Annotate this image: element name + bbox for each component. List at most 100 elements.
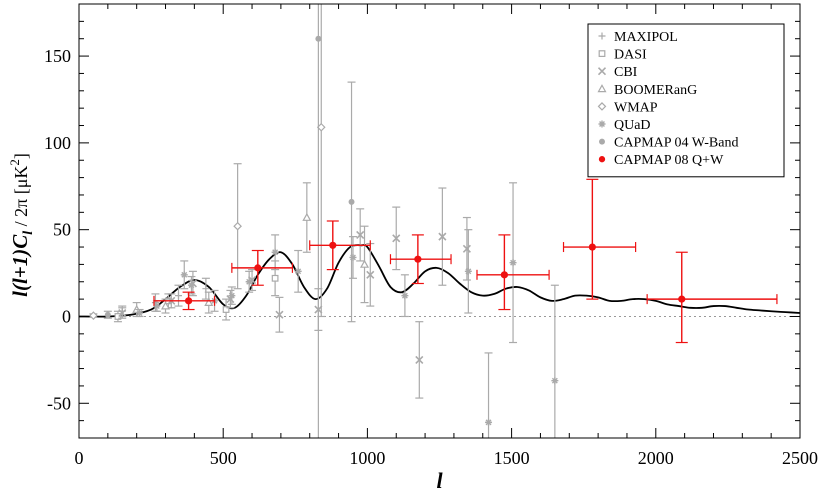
y-axis-label-sub: l bbox=[21, 231, 36, 235]
marker bbox=[485, 418, 493, 426]
ticks-layer: 0 500 1000 1500 2000 2500 -50 0 50 100 150 bbox=[44, 4, 818, 468]
legend: MAXIPOL DASI CBI BOOMERanG WMAP QUaD CAPMAP 04… bbox=[587, 23, 785, 178]
data-point-capmap-04-w-band bbox=[347, 81, 356, 323]
data-point-wmap bbox=[89, 311, 98, 320]
marker bbox=[114, 313, 122, 320]
marker bbox=[500, 271, 508, 279]
marker bbox=[174, 292, 182, 300]
marker bbox=[509, 259, 517, 267]
legend-marker bbox=[598, 32, 606, 40]
data-point-boomerang bbox=[204, 291, 214, 314]
y-tick-label: 50 bbox=[53, 220, 71, 240]
marker bbox=[392, 234, 401, 243]
marker bbox=[359, 259, 370, 268]
legend-label: QUaD bbox=[614, 118, 651, 133]
marker bbox=[329, 241, 337, 249]
marker bbox=[275, 310, 284, 319]
marker bbox=[349, 253, 357, 261]
marker bbox=[184, 297, 193, 305]
marker bbox=[464, 267, 472, 275]
marker bbox=[438, 232, 447, 241]
legend-entry: CAPMAP 04 W-Band bbox=[599, 136, 738, 151]
data-point-capmap-08-q-w bbox=[476, 234, 550, 311]
data-point-capmap-08-q-w bbox=[646, 251, 778, 344]
legend-label: CAPMAP 04 W-Band bbox=[614, 136, 738, 151]
marker bbox=[118, 308, 127, 318]
data-points-layer bbox=[89, 4, 778, 438]
marker bbox=[348, 198, 355, 205]
marker bbox=[366, 270, 375, 279]
data-point-boomerang bbox=[161, 298, 171, 314]
y-axis-label-sup: 2 bbox=[7, 159, 22, 166]
marker bbox=[315, 35, 322, 42]
legend-marker bbox=[597, 67, 607, 76]
marker bbox=[245, 278, 253, 286]
data-point-quad bbox=[271, 234, 280, 271]
x-tick-label: 0 bbox=[75, 448, 84, 468]
data-point-capmap-04-w-band bbox=[315, 4, 322, 438]
data-point-capmap-08-q-w bbox=[231, 249, 294, 286]
marker bbox=[414, 255, 422, 263]
data-point-quad bbox=[245, 270, 254, 293]
marker bbox=[187, 281, 195, 289]
legend-marker bbox=[598, 50, 606, 57]
data-point-cbi bbox=[118, 307, 127, 319]
marker bbox=[302, 212, 312, 221]
marker bbox=[153, 302, 161, 310]
data-point-quad bbox=[550, 284, 559, 438]
x-tick-label: 1500 bbox=[494, 448, 530, 468]
marker bbox=[204, 297, 214, 306]
marker bbox=[415, 355, 424, 364]
series-quad bbox=[135, 182, 559, 438]
legend-entry: MAXIPOL bbox=[598, 30, 678, 45]
data-point-capmap-08-q-w bbox=[562, 178, 637, 300]
y-axis-label-units: / 2π [μK bbox=[11, 166, 31, 231]
data-point-dasi bbox=[222, 298, 231, 321]
legend-entry: BOOMERanG bbox=[597, 83, 697, 98]
y-axis-label: l(l+1)Cl / 2π [μK2] bbox=[7, 153, 36, 297]
data-point-cbi bbox=[462, 216, 471, 281]
data-point-cbi bbox=[392, 206, 401, 271]
legend-label: WMAP bbox=[614, 100, 658, 115]
y-tick-label: -50 bbox=[47, 393, 71, 413]
y-tick-label: 0 bbox=[62, 306, 71, 326]
series-maxipol bbox=[118, 277, 210, 318]
data-point-cbi bbox=[438, 187, 447, 286]
legend-marker bbox=[598, 156, 606, 163]
marker bbox=[136, 309, 144, 317]
data-point-wmap bbox=[233, 163, 242, 290]
marker bbox=[271, 274, 279, 282]
legend-marker bbox=[598, 120, 606, 128]
marker bbox=[678, 295, 686, 303]
data-point-cbi bbox=[415, 321, 424, 399]
plot-frame bbox=[78, 3, 801, 439]
data-point-quad bbox=[484, 352, 493, 438]
data-point-quad bbox=[227, 286, 236, 305]
x-tick-label: 2000 bbox=[638, 448, 674, 468]
legend-label: DASI bbox=[614, 48, 647, 63]
marker bbox=[401, 292, 409, 300]
marker bbox=[551, 377, 559, 385]
data-point-boomerang bbox=[359, 225, 370, 304]
marker bbox=[180, 271, 188, 279]
data-point-quad bbox=[509, 182, 518, 344]
legend-entry: CAPMAP 08 Q+W bbox=[598, 153, 724, 168]
legend-label: CBI bbox=[614, 65, 638, 80]
y-axis-label-main: l(l+1)C bbox=[8, 234, 32, 297]
y-axis-label-close: ] bbox=[11, 153, 31, 159]
data-point-boomerang bbox=[302, 182, 312, 253]
data-point-cbi bbox=[366, 242, 375, 307]
marker bbox=[462, 244, 471, 253]
legend-entry: CBI bbox=[597, 65, 638, 80]
data-point-quad bbox=[180, 260, 189, 290]
series-capmap-08-q-w bbox=[153, 178, 778, 344]
data-point-capmap-04-w-band bbox=[103, 310, 112, 319]
legend-box bbox=[587, 23, 785, 178]
x-axis-label: l bbox=[436, 468, 443, 493]
legend-marker bbox=[597, 84, 607, 93]
legend-marker bbox=[599, 138, 605, 145]
marker bbox=[254, 264, 262, 272]
series-wmap bbox=[89, 4, 326, 320]
